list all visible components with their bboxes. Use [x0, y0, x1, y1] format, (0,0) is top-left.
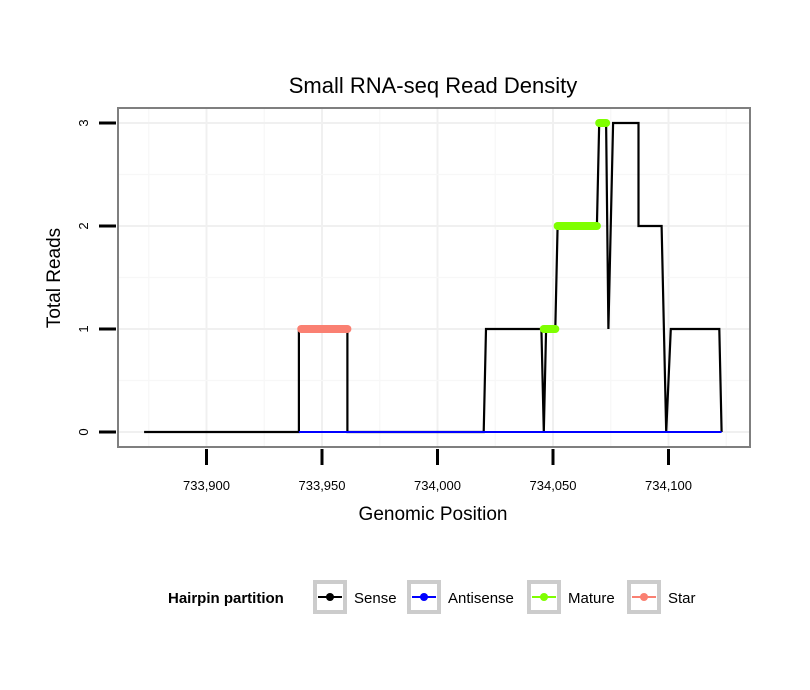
- legend-key-point-mature: [540, 593, 548, 601]
- plot-frame: [117, 107, 751, 448]
- y-tick-label: 3: [76, 119, 91, 126]
- y-tick-label: 0: [76, 428, 91, 435]
- chart-title: Small RNA-seq Read Density: [289, 73, 578, 98]
- axes: 733,900 733,950 734,000 734,050 734,100 0 1 2 3: [76, 119, 692, 493]
- legend-label-sense: Sense: [354, 590, 397, 607]
- legend-label-antisense: Antisense: [448, 590, 514, 607]
- x-tick-label: 734,050: [530, 478, 577, 493]
- legend-key-point-star: [640, 593, 648, 601]
- legend-label-mature: Mature: [568, 590, 615, 607]
- y-axis-title: Total Reads: [44, 228, 65, 328]
- x-axis-title: Genomic Position: [359, 504, 508, 525]
- legend-title: Hairpin partition: [168, 590, 284, 607]
- x-tick-label: 733,900: [183, 478, 230, 493]
- series-layer: [144, 119, 723, 434]
- x-tick-label: 734,000: [414, 478, 461, 493]
- legend-key-point-antisense: [420, 593, 428, 601]
- legend-label-star: Star: [668, 590, 696, 607]
- grid-lines: [118, 108, 750, 447]
- x-tick-label: 734,100: [645, 478, 692, 493]
- x-tick-label: 733,950: [299, 478, 346, 493]
- y-tick-label: 1: [76, 325, 91, 332]
- y-tick-label: 2: [76, 222, 91, 229]
- legend: Sense Antisense Mature Star: [313, 580, 696, 614]
- legend-key-point-sense: [326, 593, 334, 601]
